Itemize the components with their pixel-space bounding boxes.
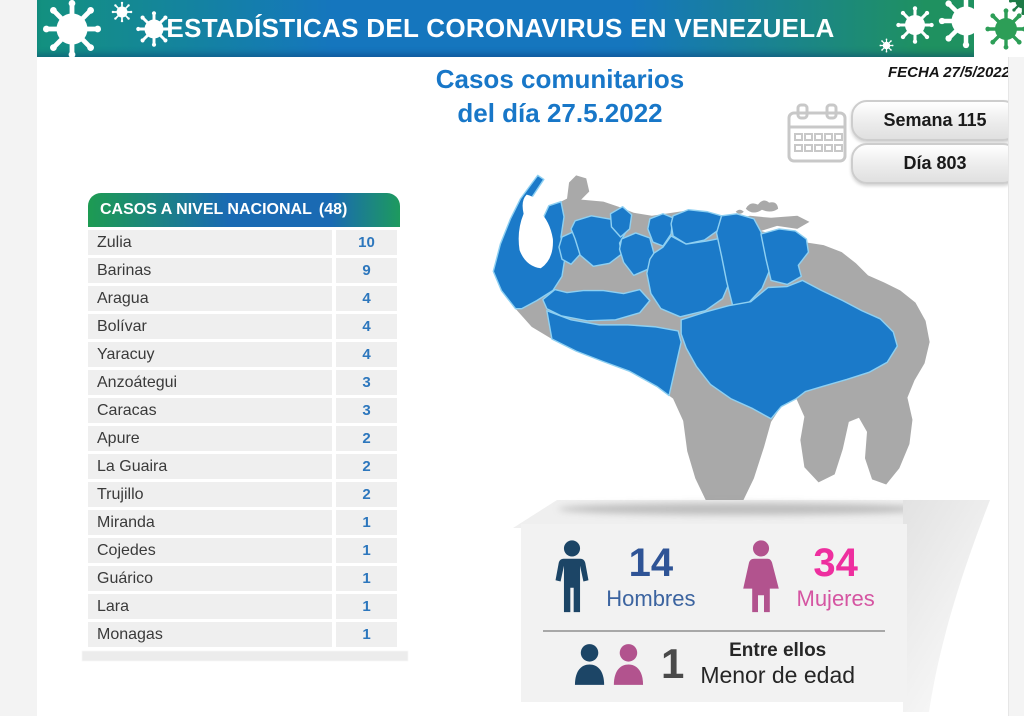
minor-count: 1 — [660, 640, 685, 687]
table-row: Guárico 1 — [88, 566, 400, 591]
state-cases: 1 — [336, 510, 397, 535]
subtitle-line1: Casos comunitarios — [435, 64, 685, 94]
state-cases: 4 — [336, 342, 397, 367]
page-right-margin — [1008, 57, 1024, 716]
minor-label: Entre ellos Menor de edad — [700, 640, 855, 688]
table-row: Apure 2 — [88, 426, 400, 451]
table-row: La Guaira 2 — [88, 454, 400, 479]
state-cases: 2 — [336, 426, 397, 451]
state-barinas — [542, 288, 651, 322]
table-footer-shadow — [82, 651, 408, 661]
state-name: Cojedes — [88, 538, 332, 563]
header-banner: ESTADÍSTICAS DEL CORONAVIRUS EN VENEZUEL… — [37, 0, 1024, 57]
state-bolivar — [680, 279, 899, 420]
table-row: Lara 1 — [88, 594, 400, 619]
state-cases: 1 — [336, 538, 397, 563]
table-row: Zulia 10 — [88, 230, 400, 255]
state-name: Yaracuy — [88, 342, 332, 367]
card-divider — [543, 630, 885, 632]
state-name: Caracas — [88, 398, 332, 423]
state-anzoategui — [715, 213, 771, 307]
table-row: Cojedes 1 — [88, 538, 400, 563]
venezuela-map — [492, 174, 930, 515]
state-name: Zulia — [88, 230, 332, 255]
national-cases-table: CASOS A NIVEL NACIONAL (48) Zulia 10 Bari… — [82, 193, 408, 661]
state-cases: 9 — [336, 258, 397, 283]
state-name: Anzoátegui — [88, 370, 332, 395]
subtitle: Casos comunitarios del día 27.5.2022 — [365, 62, 755, 130]
table-row: Trujillo 2 — [88, 482, 400, 507]
table-row: Aragua 4 — [88, 286, 400, 311]
state-cases: 10 — [336, 230, 397, 255]
state-name: Trujillo — [88, 482, 332, 507]
state-monagas — [760, 228, 810, 286]
state-cases: 2 — [336, 482, 397, 507]
state-name: Miranda — [88, 510, 332, 535]
state-name: Barinas — [88, 258, 332, 283]
minor-label-line2: Menor de edad — [700, 662, 856, 688]
women-label: Mujeres — [796, 586, 875, 611]
table-row: Miranda 1 — [88, 510, 400, 535]
state-guarico — [646, 235, 733, 318]
state-name: La Guaira — [88, 454, 332, 479]
state-cases: 1 — [336, 622, 397, 647]
state-yaracuy — [609, 205, 633, 238]
table-row: Bolívar 4 — [88, 314, 400, 339]
minor-stat: 1 Entre ellos Menor de edad — [521, 640, 907, 688]
week-badge: Semana 115 — [851, 100, 1019, 141]
table-row: Yaracuy 4 — [88, 342, 400, 367]
state-aragua — [647, 213, 674, 247]
state-cases: 4 — [336, 286, 397, 311]
minor-label-line1: Entre ellos — [729, 640, 827, 661]
table-header: CASOS A NIVEL NACIONAL (48) — [88, 193, 400, 227]
subtitle-line2: del día 27.5.2022 — [457, 98, 663, 128]
state-cases: 1 — [336, 594, 397, 619]
date-label: FECHA 27/5/2022 — [887, 64, 1010, 81]
state-cases: 2 — [336, 454, 397, 479]
gender-stats-card: 14 Hombres 34 Mujeres 1 Entre ellos — [521, 524, 907, 702]
state-cases: 1 — [336, 566, 397, 591]
state-cases: 4 — [336, 314, 397, 339]
gender-stats-row: 14 Hombres 34 Mujeres — [521, 540, 907, 613]
page-left-margin — [0, 0, 41, 716]
state-name: Apure — [88, 426, 332, 451]
state-caracas-miranda-laguaira — [670, 209, 723, 245]
two-people-icon — [574, 643, 644, 685]
man-icon — [555, 540, 589, 613]
table-row: Anzoátegui 3 — [88, 370, 400, 395]
island-coche — [735, 209, 744, 214]
island-margarita — [745, 200, 779, 213]
women-count: 34 — [813, 541, 858, 585]
state-apure — [546, 310, 682, 397]
state-name: Monagas — [88, 622, 332, 647]
state-name: Guárico — [88, 566, 332, 591]
table-row: Monagas 1 — [88, 622, 400, 647]
page-title: ESTADÍSTICAS DEL CORONAVIRUS EN VENEZUEL… — [166, 13, 835, 43]
men-label: Hombres — [606, 586, 696, 611]
map-platform — [513, 500, 947, 528]
lake-maracaibo — [518, 194, 553, 269]
banner-corner — [974, 0, 1024, 57]
virus-icon — [1008, 0, 1024, 16]
table-row: Barinas 9 — [88, 258, 400, 283]
page-curl — [903, 500, 990, 712]
table-title: CASOS A NIVEL NACIONAL — [100, 201, 312, 218]
table-row: Caracas 3 — [88, 398, 400, 423]
state-name: Aragua — [88, 286, 332, 311]
woman-icon — [742, 540, 779, 613]
calendar-icon — [787, 103, 847, 163]
state-name: Lara — [88, 594, 332, 619]
table-total-count: (48) — [318, 201, 348, 218]
state-cases: 3 — [336, 370, 397, 395]
men-stat: 14 Hombres — [553, 540, 696, 613]
men-count: 14 — [628, 541, 674, 585]
state-name: Bolívar — [88, 314, 332, 339]
women-stat: 34 Mujeres — [740, 540, 875, 613]
state-cases: 3 — [336, 398, 397, 423]
